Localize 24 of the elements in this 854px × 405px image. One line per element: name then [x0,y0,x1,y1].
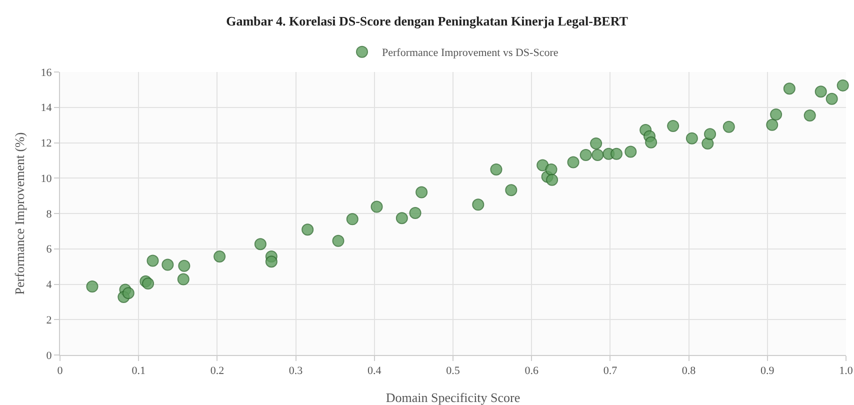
x-tick-label: 0.8 [682,365,696,378]
y-tick-label: 6 [46,244,52,256]
x-tick-label: 0.5 [446,365,460,378]
x-tick-label: 0.6 [524,365,539,378]
y-axis-title: Performance Improvement (%) [12,132,27,295]
x-tick-label: 0.3 [288,365,304,378]
y-tick-label: 10 [40,172,52,185]
chart-title: Gambar 4. Korelasi DS-Score dengan Peningkatan Kinerja Legal-BERT [226,13,628,28]
y-tick-label: 4 [46,279,52,292]
x-tick-label: 0.4 [368,365,382,378]
x-tick-label: 0 [57,365,64,378]
x-tick-label: 1.0 [839,365,854,378]
x-tick-label: 0.1 [132,365,146,378]
x-tick-label: 0.7 [603,365,618,378]
x-tick-label: 0.2 [210,365,224,378]
x-tick-label: 0.9 [760,365,775,378]
y-tick-label: 2 [46,314,52,326]
y-tick-label: 14 [40,102,52,114]
legend-label: Performance Improvement vs DS-Score [382,47,558,60]
x-axis-title: Domain Specificity Score [386,390,520,405]
y-tick-label: 12 [40,138,52,150]
y-tick-label: 16 [40,66,52,79]
y-tick-label: 0 [46,350,52,362]
y-tick-label: 8 [46,208,52,220]
